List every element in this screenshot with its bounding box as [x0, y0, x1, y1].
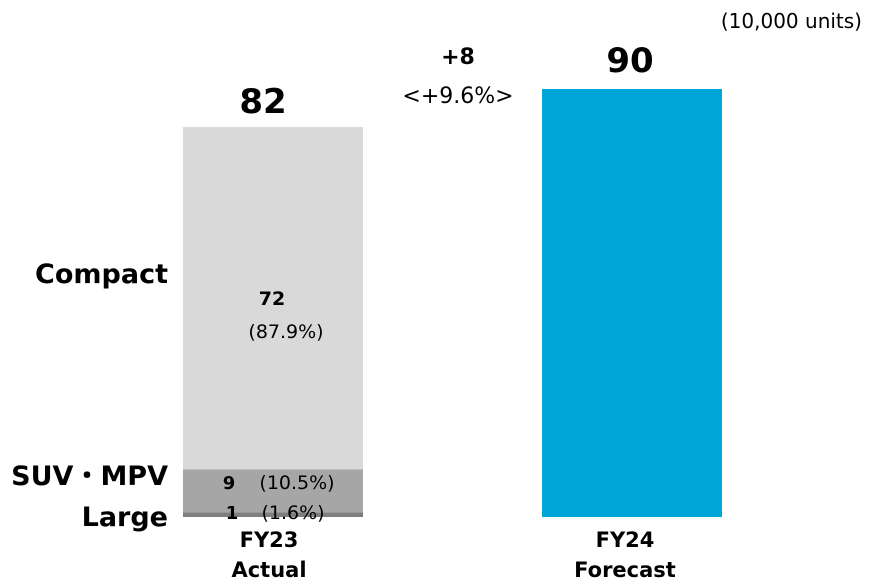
category-label-fy24-line2: Forecast — [574, 558, 676, 582]
bar-segment-suv-mpv — [183, 469, 363, 513]
unit-note: (10,000 units) — [721, 9, 862, 33]
share-label-large: (1.6%) — [261, 502, 324, 524]
bar-fy24-forecast — [542, 89, 722, 517]
share-label-suv-mpv: (10.5%) — [259, 472, 334, 494]
share-label-compact: (87.9%) — [248, 321, 323, 343]
bar-segment-large — [183, 512, 363, 517]
change-value-label: +8 — [441, 45, 475, 70]
change-percent-label: <+9.6%> — [402, 84, 513, 109]
category-label-fy24-line1: FY24 — [596, 528, 655, 552]
data-label-suv-mpv: 9 — [223, 473, 236, 494]
series-label-suv-mpv: SUV・MPV — [11, 461, 168, 492]
data-label-compact: 72 — [259, 288, 285, 310]
series-label-compact: Compact — [35, 259, 168, 290]
total-label-fy23: 82 — [239, 82, 286, 122]
category-label-fy23-line1: FY23 — [240, 528, 299, 552]
data-label-large: 1 — [226, 503, 239, 524]
bar-segment-compact — [183, 127, 363, 470]
series-label-large: Large — [82, 502, 168, 533]
category-label-fy23-line2: Actual — [231, 558, 306, 582]
total-label-fy24: 90 — [606, 41, 653, 81]
